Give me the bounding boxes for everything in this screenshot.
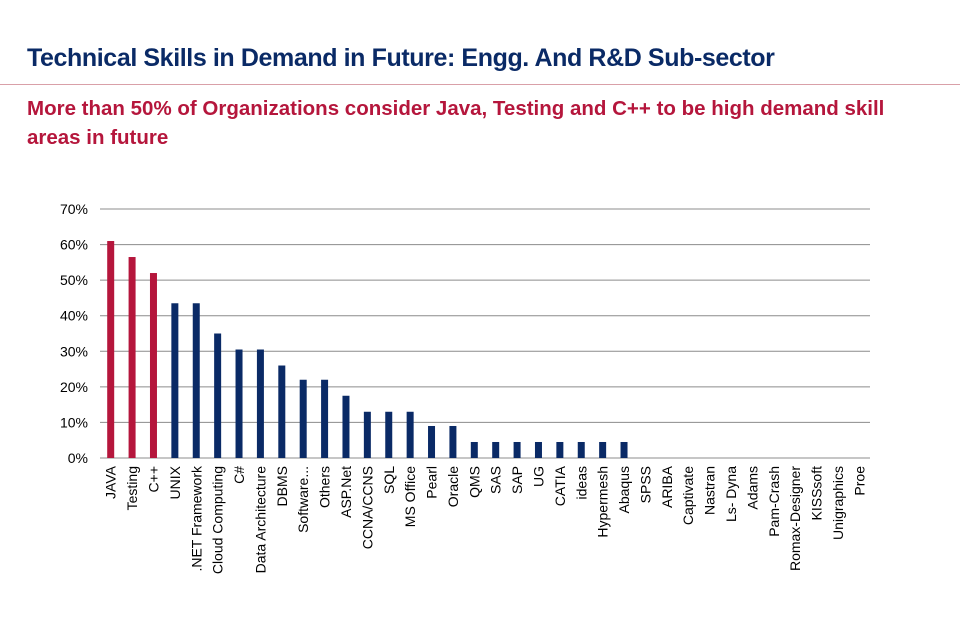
x-tick-label: Nastran — [702, 466, 718, 515]
x-tick-label: QMS — [466, 466, 482, 498]
x-tick-label: Software... — [295, 466, 311, 533]
bar — [449, 425, 457, 458]
x-tick-label: Others — [317, 466, 333, 508]
chart-bars — [107, 241, 628, 458]
x-tick-label: ARIBA — [659, 465, 675, 508]
bar — [363, 411, 371, 458]
chart-gridlines — [100, 208, 870, 459]
x-tick-label: SPSS — [637, 466, 653, 503]
page-subtitle: More than 50% of Organizations consider … — [27, 97, 885, 149]
x-tick-label: MS Office — [402, 466, 418, 527]
bar — [620, 441, 628, 458]
bar — [171, 303, 179, 458]
x-tick-label: Testing — [124, 466, 140, 510]
page-title: Technical Skills in Demand in Future: En… — [27, 44, 775, 72]
x-tick-label: .NET Framework — [188, 465, 204, 572]
bar — [428, 425, 436, 458]
x-tick-label: DBMS — [274, 466, 290, 506]
bar — [342, 395, 350, 458]
x-tick-label: Ls- Dyna — [723, 466, 739, 522]
bar — [235, 349, 243, 458]
x-tick-label: Pam-Crash — [766, 466, 782, 537]
x-tick-label: UNIX — [167, 465, 183, 499]
bar — [128, 257, 136, 458]
bar — [406, 411, 414, 458]
x-tick-label: Proe — [851, 466, 867, 496]
x-tick-label: C# — [231, 466, 247, 484]
x-tick-label: Romax-Designer — [787, 466, 803, 571]
x-tick-label: KISSsoft — [809, 466, 825, 521]
y-tick-label: 60% — [60, 237, 88, 253]
x-tick-label: UG — [530, 466, 546, 487]
x-tick-label: Oracle — [445, 466, 461, 507]
x-tick-label: Abaqus — [616, 466, 632, 513]
x-tick-label: JAVA — [103, 465, 119, 499]
y-tick-label: 20% — [60, 379, 88, 395]
bar — [214, 333, 222, 458]
bar — [599, 441, 607, 458]
x-tick-label: ASP.Net — [338, 466, 354, 518]
bar — [577, 441, 585, 458]
x-tick-label: CCNA/CCNS — [359, 466, 375, 549]
y-tick-label: 30% — [60, 343, 88, 359]
bar — [192, 303, 200, 458]
x-tick-label: Pearl — [424, 466, 440, 499]
bar — [278, 365, 286, 458]
x-tick-label: SQL — [381, 466, 397, 494]
x-tick-label: Hypermesh — [595, 466, 611, 538]
x-tick-label: C++ — [145, 466, 161, 492]
bar — [385, 411, 393, 458]
x-tick-label: Captivate — [680, 466, 696, 525]
y-axis-ticks: 0% 10% 20% 30% 40% 50% 60% 70% — [60, 201, 88, 466]
y-tick-label: 40% — [60, 308, 88, 324]
bar — [513, 441, 521, 458]
bar — [107, 241, 115, 458]
y-tick-label: 10% — [60, 414, 88, 430]
bar — [299, 379, 307, 458]
y-tick-label: 0% — [68, 450, 88, 466]
bar — [470, 441, 478, 458]
bar — [534, 441, 542, 458]
bar — [256, 349, 264, 458]
bar — [321, 379, 329, 458]
x-tick-label: Unigraphics — [830, 466, 846, 540]
y-tick-label: 50% — [60, 272, 88, 288]
title-divider — [0, 84, 960, 85]
x-tick-label: SAP — [509, 466, 525, 494]
x-tick-label: Adams — [744, 466, 760, 510]
x-tick-label: Data Architecture — [252, 466, 268, 574]
x-tick-label: CATIA — [552, 465, 568, 506]
bar — [492, 441, 500, 458]
bar — [149, 273, 157, 458]
x-tick-label: ideas — [573, 466, 589, 499]
bar — [556, 441, 564, 458]
x-tick-label: SAS — [488, 466, 504, 494]
y-tick-label: 70% — [60, 201, 88, 217]
x-tick-label: Cloud Computing — [210, 466, 226, 574]
x-axis-ticks: JAVA Testing C++ UNIX .NET Framework Cloud Co… — [103, 465, 868, 574]
